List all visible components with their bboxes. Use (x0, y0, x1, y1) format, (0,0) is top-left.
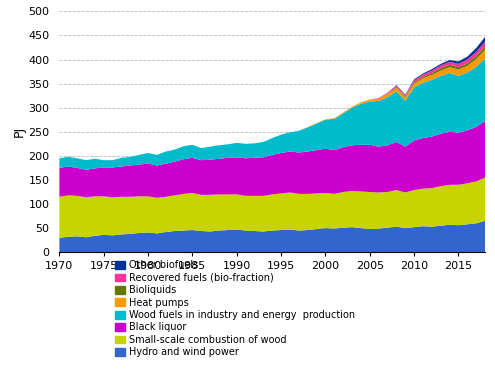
Y-axis label: PJ: PJ (13, 126, 26, 137)
Legend: Other biofuels, Recovered fuels (bio-fraction), Bioliquids, Heat pumps, Wood fue: Other biofuels, Recovered fuels (bio-fra… (115, 260, 355, 357)
